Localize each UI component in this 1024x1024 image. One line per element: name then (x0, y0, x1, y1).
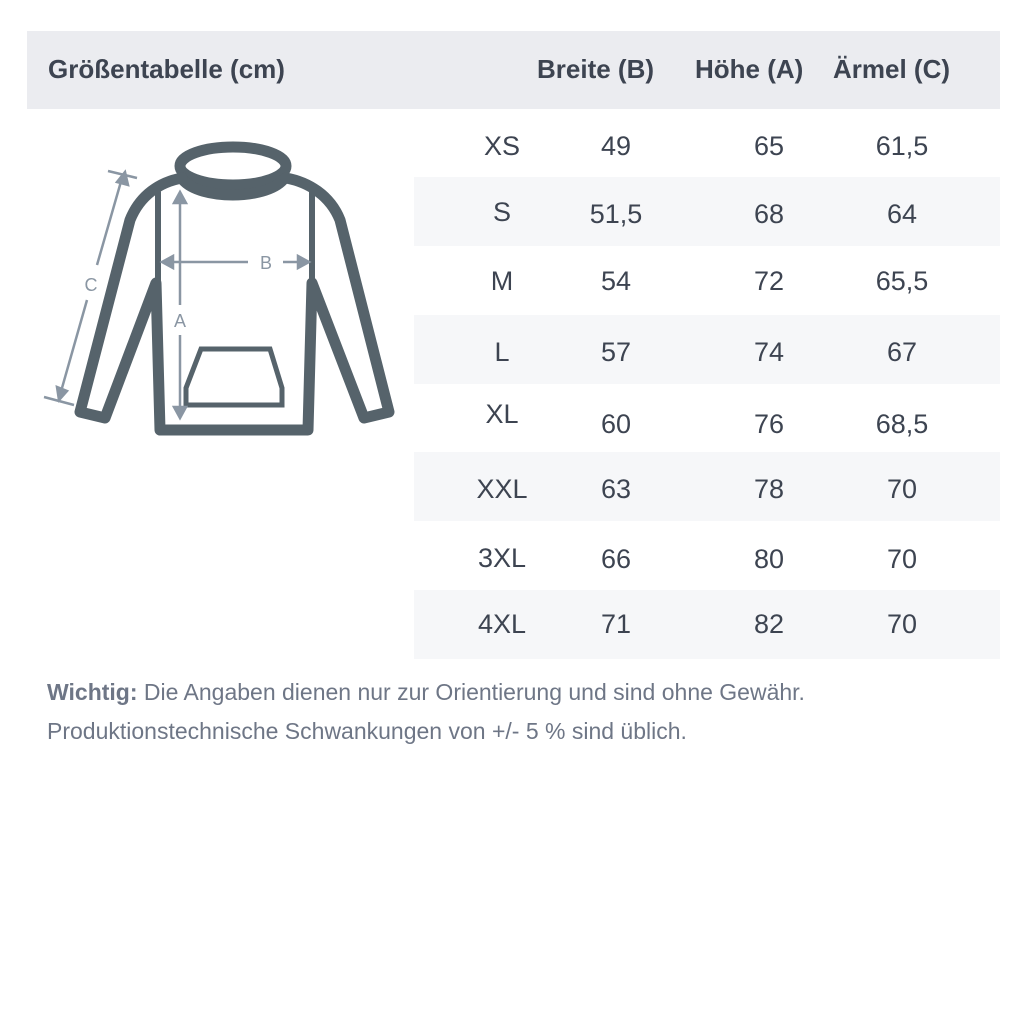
size-label: M (490, 266, 514, 296)
measurement-value: 57 (600, 337, 632, 367)
column-header-breite: Breite (B) (537, 54, 655, 84)
measurement-value: 76 (753, 409, 785, 439)
size-label: XXL (476, 474, 528, 504)
measurement-value: 63 (600, 474, 632, 504)
measurement-value: 68 (753, 199, 785, 229)
size-label: XS (483, 131, 521, 161)
size-label: 3XL (477, 543, 527, 573)
note-text-1: Die Angaben dienen nur zur Orientierung … (137, 679, 805, 705)
measurement-value: 60 (600, 409, 632, 439)
table-row (414, 177, 1000, 246)
table-header (27, 31, 1000, 109)
pocket-icon (183, 346, 285, 408)
measurement-value: 54 (600, 266, 632, 296)
measurement-value: 64 (886, 199, 918, 229)
measurement-value: 65 (753, 131, 785, 161)
hoodie-outline-icon (74, 141, 395, 436)
size-label: XL (485, 399, 519, 429)
page-title: Größentabelle (cm) (48, 54, 285, 84)
measurement-value: 49 (600, 131, 632, 161)
column-header-hoehe: Höhe (A) (695, 54, 804, 84)
measurement-value: 70 (886, 609, 918, 639)
note-bold: Wichtig: (47, 679, 138, 705)
size-label: S (492, 197, 512, 227)
note-line-2: Produktionstechnische Schwankungen von +… (47, 718, 687, 744)
table-row (414, 590, 1000, 659)
column-header-aermel: Ärmel (C) (833, 54, 951, 84)
label-a: A (174, 311, 186, 331)
measurement-value: 80 (753, 544, 785, 574)
table-row (414, 452, 1000, 521)
size-label: L (494, 337, 510, 367)
hoodie-diagram: A B C (43, 141, 395, 436)
measurement-value: 66 (600, 544, 632, 574)
measurement-value: 78 (753, 474, 785, 504)
measurement-value: 82 (753, 609, 785, 639)
measurement-value: 72 (753, 266, 785, 296)
measure-lines (43, 169, 312, 421)
measurement-value: 70 (886, 544, 918, 574)
label-c: C (85, 275, 98, 295)
size-label: 4XL (477, 609, 527, 639)
measurement-value: 67 (886, 337, 918, 367)
table-row (414, 315, 1000, 384)
measurement-value: 61,5 (875, 131, 929, 161)
label-b: B (260, 253, 272, 273)
note-line-1: Wichtig: Die Angaben dienen nur zur Orie… (47, 679, 805, 706)
measurement-value: 71 (600, 609, 632, 639)
measurement-value: 65,5 (875, 266, 929, 296)
measurement-value: 70 (886, 474, 918, 504)
measurement-value: 68,5 (875, 409, 929, 439)
measurement-value: 74 (753, 337, 785, 367)
measurement-value: 51,5 (589, 199, 643, 229)
